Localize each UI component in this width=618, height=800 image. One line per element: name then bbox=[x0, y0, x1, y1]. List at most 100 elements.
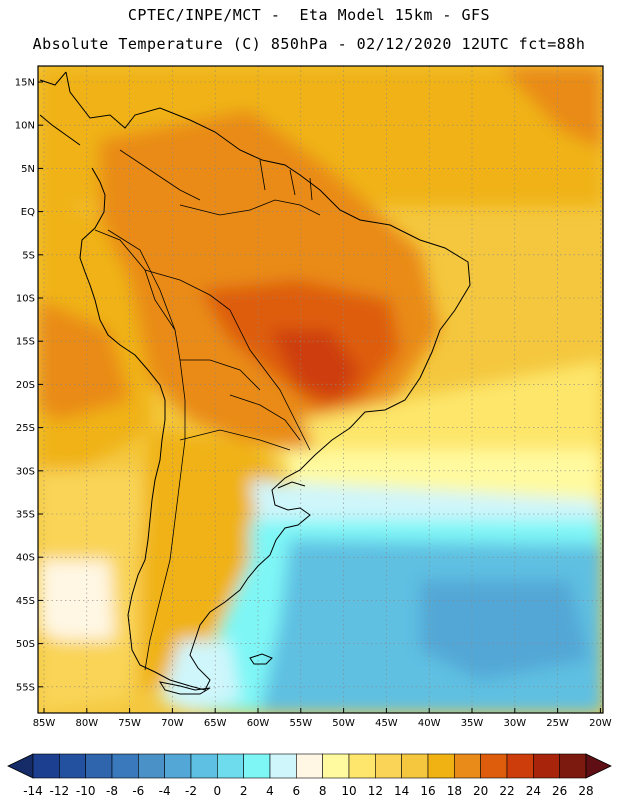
colorbar-label: 20 bbox=[473, 784, 488, 798]
lat-label: 30S bbox=[16, 466, 35, 477]
map-title: CPTEC/INPE/MCT - Eta Model 15km - GFS bbox=[127, 6, 491, 24]
lon-label: 50W bbox=[332, 718, 355, 729]
colorbar-label: 10 bbox=[341, 784, 356, 798]
field-sep-pale bbox=[38, 560, 115, 640]
colorbar-under-arrow bbox=[7, 753, 34, 779]
country-borders bbox=[94, 149, 321, 671]
colorbar-label: 2 bbox=[240, 784, 248, 798]
colorbar-swatch bbox=[269, 753, 297, 779]
colorbar: -14 -12 -10 -8 -6 -4 -2 0 2 4 6 8 10 12 14 16 18 20 22 24 26… bbox=[7, 753, 612, 798]
border-andes bbox=[107, 229, 186, 671]
falklands bbox=[249, 653, 273, 665]
field-patagonia-pale bbox=[160, 640, 240, 713]
border-argentina-north bbox=[179, 429, 291, 451]
field-atlantic-yellow bbox=[300, 360, 603, 470]
lon-label: 30W bbox=[503, 718, 526, 729]
field-south-atlantic-deep bbox=[420, 580, 590, 680]
colorbar-swatch bbox=[480, 753, 508, 779]
colorbar-label: 6 bbox=[293, 784, 301, 798]
colorbar-swatch bbox=[296, 753, 323, 779]
lat-label: 5S bbox=[22, 250, 35, 261]
colorbar-swatch bbox=[401, 753, 429, 779]
temperature-field bbox=[38, 66, 603, 713]
lon-label: 35W bbox=[461, 718, 484, 729]
map-subtitle: Absolute Temperature (C) 850hPa - 02/12/… bbox=[32, 35, 586, 53]
lat-label: 55S bbox=[16, 682, 35, 693]
colorbar-label: 22 bbox=[499, 784, 514, 798]
colorbar-swatch bbox=[190, 753, 218, 779]
colorbar-swatch bbox=[375, 753, 402, 779]
border-guianas bbox=[259, 159, 313, 201]
border-brazil-north bbox=[179, 199, 321, 216]
colorbar-label: 26 bbox=[552, 784, 567, 798]
lat-label: EQ bbox=[21, 207, 35, 218]
colorbar-label: 4 bbox=[266, 784, 274, 798]
field-ne-warm bbox=[500, 66, 603, 150]
colorbar-label: -2 bbox=[185, 784, 197, 798]
colorbar-label: -8 bbox=[106, 784, 118, 798]
colorbar-swatch bbox=[427, 753, 455, 779]
colorbar-label: 0 bbox=[214, 784, 222, 798]
lon-label: 60W bbox=[247, 718, 270, 729]
lon-label: 55W bbox=[289, 718, 312, 729]
field-continent-hottest bbox=[270, 330, 360, 400]
colorbar-label: 18 bbox=[447, 784, 462, 798]
lat-label: 10S bbox=[16, 294, 35, 305]
lat-label: 40S bbox=[16, 553, 35, 564]
lat-label: 45S bbox=[16, 596, 35, 607]
border-paraguay bbox=[229, 394, 301, 441]
colorbar-swatch bbox=[506, 753, 534, 779]
lon-label: 65W bbox=[204, 718, 227, 729]
lat-label: 35S bbox=[16, 510, 35, 521]
colorbar-swatch bbox=[164, 753, 192, 779]
colorbar-swatch bbox=[138, 753, 165, 779]
colorbar-label: 28 bbox=[578, 784, 593, 798]
latitude-labels: 15N 10N 5N EQ 5S 10S 15S 20S 25S 30S 35S 40S 45S 50S 5… bbox=[15, 78, 43, 693]
colorbar-label: -6 bbox=[132, 784, 144, 798]
colorbar-swatch bbox=[533, 753, 560, 779]
colorbar-label: -12 bbox=[50, 784, 70, 798]
lat-label: 5N bbox=[21, 164, 35, 175]
lon-label: 40W bbox=[418, 718, 441, 729]
colorbar-label: 16 bbox=[420, 784, 435, 798]
colorbar-label: 24 bbox=[526, 784, 541, 798]
colorbar-label: -10 bbox=[76, 784, 96, 798]
lon-label: 45W bbox=[375, 718, 398, 729]
lon-label: 20W bbox=[589, 718, 612, 729]
lat-label: 25S bbox=[16, 423, 35, 434]
field-south-cone bbox=[140, 430, 280, 690]
colorbar-swatch bbox=[559, 753, 587, 779]
river-plate bbox=[277, 481, 306, 489]
colorbar-label: 12 bbox=[368, 784, 383, 798]
lon-label: 75W bbox=[118, 718, 141, 729]
lon-label: 80W bbox=[75, 718, 98, 729]
colorbar-swatch bbox=[85, 753, 113, 779]
lon-label: 85W bbox=[33, 718, 56, 729]
colorbar-swatch bbox=[111, 753, 139, 779]
colorbar-label: -14 bbox=[23, 784, 43, 798]
colorbar-swatch bbox=[322, 753, 350, 779]
border-bolivia bbox=[180, 359, 261, 391]
lon-label: 70W bbox=[161, 718, 184, 729]
coastlines bbox=[39, 71, 471, 695]
south-america-coast bbox=[65, 71, 471, 691]
lat-label: 20S bbox=[16, 380, 35, 391]
tierra-del-fuego bbox=[158, 681, 211, 695]
lat-label: 10N bbox=[15, 121, 35, 132]
border-venezuela bbox=[119, 149, 201, 201]
colorbar-swatch bbox=[32, 753, 60, 779]
field-pacific-warm bbox=[38, 300, 130, 420]
border-peru bbox=[94, 229, 176, 331]
colorbar-swatch bbox=[454, 753, 481, 779]
lat-label: 15N bbox=[15, 78, 35, 89]
lat-label: 15S bbox=[16, 337, 35, 348]
colorbar-swatch bbox=[59, 753, 86, 779]
lon-label: 25W bbox=[546, 718, 569, 729]
colorbar-label: 8 bbox=[319, 784, 327, 798]
colorbar-label: -4 bbox=[159, 784, 171, 798]
central-america-coast bbox=[39, 71, 81, 146]
colorbar-swatch bbox=[348, 753, 376, 779]
longitude-labels: 85W 80W 75W 70W 65W 60W 55W 50W 45W 40W 35W 30W 25W 2… bbox=[33, 708, 612, 729]
lat-label: 50S bbox=[16, 639, 35, 650]
